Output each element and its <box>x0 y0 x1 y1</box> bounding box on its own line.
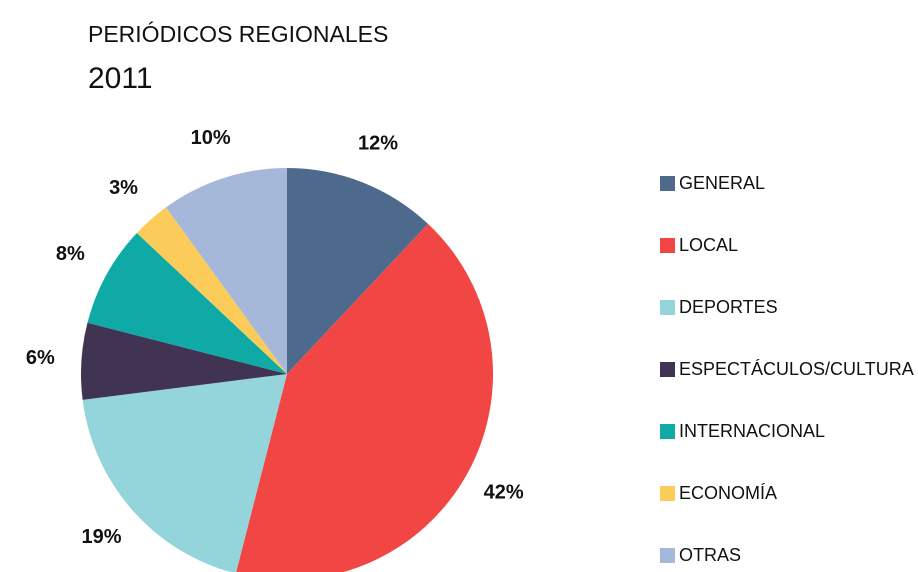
pie-slice <box>287 168 429 374</box>
pie-slice <box>236 223 493 572</box>
data-label: 3% <box>109 177 138 199</box>
legend-label: LOCAL <box>679 235 738 255</box>
legend-label: DEPORTES <box>679 297 778 317</box>
pie-slice <box>81 322 287 400</box>
legend-swatch <box>660 238 675 253</box>
legend-swatch <box>660 362 675 377</box>
legend-swatch <box>660 300 675 315</box>
pie-slice <box>82 374 287 572</box>
pie-slice <box>165 168 287 374</box>
legend-swatch <box>660 424 675 439</box>
legend-label: INTERNACIONAL <box>679 421 825 441</box>
data-label: 12% <box>358 132 398 154</box>
data-label: 19% <box>82 526 122 548</box>
legend-swatch <box>660 486 675 501</box>
data-label: 10% <box>191 127 231 149</box>
legend-swatch <box>660 176 675 191</box>
data-label: 42% <box>484 481 524 503</box>
pie-slice <box>136 207 287 374</box>
chart-title: PERIÓDICOS REGIONALES <box>88 21 388 47</box>
pie-slice <box>87 232 288 374</box>
legend-swatch <box>660 548 675 563</box>
legend-label: OTRAS <box>679 545 741 565</box>
data-label: 8% <box>56 243 85 265</box>
legend-label: GENERAL <box>679 173 765 193</box>
chart-subtitle: 2011 <box>88 62 153 95</box>
legend-label: ECONOMÍA <box>679 483 777 503</box>
legend-label: ESPECTÁCULOS/CULTURA <box>679 359 914 379</box>
data-label: 6% <box>26 347 55 369</box>
